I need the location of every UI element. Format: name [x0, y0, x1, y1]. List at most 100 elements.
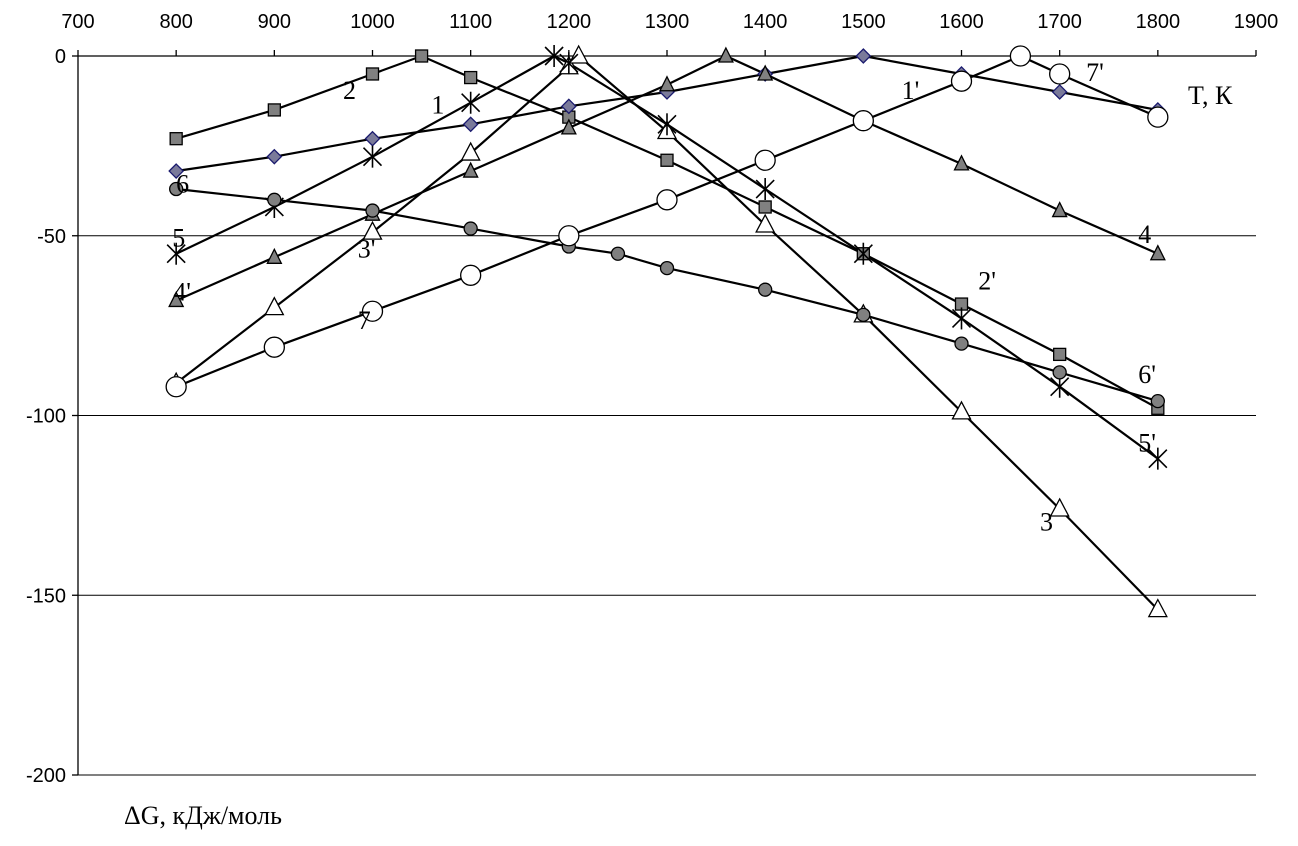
data-point	[951, 400, 972, 420]
data-point	[168, 291, 185, 308]
data-point	[1150, 393, 1165, 409]
data-point	[1148, 447, 1168, 470]
data-point	[657, 113, 677, 136]
series-line-3	[175, 54, 1159, 611]
data-point	[660, 153, 674, 167]
series-line-7	[175, 54, 1159, 388]
grid-lines	[78, 235, 1256, 776]
data-point	[856, 307, 871, 322]
data-point	[656, 189, 678, 211]
data-point	[558, 225, 580, 247]
series-line-1	[175, 54, 1159, 410]
data-point	[169, 132, 183, 146]
y-axis-label: ΔG, кДж/моль	[124, 801, 282, 830]
data-point	[464, 70, 478, 85]
data-point	[659, 260, 675, 276]
data-point	[954, 336, 969, 351]
data-point	[1051, 84, 1068, 100]
data-point	[560, 98, 577, 115]
data-point	[757, 64, 774, 81]
data-point	[362, 220, 383, 240]
curve-labels: 1 2 3 4 5 6 7 1' 2' 3' 4' 5' 6' 7'	[172, 58, 1156, 536]
axes	[72, 50, 1257, 776]
curve-label: 4	[1138, 220, 1151, 249]
data-point	[462, 116, 479, 133]
curve-label: 4'	[173, 277, 191, 306]
data-point	[365, 67, 380, 81]
curve-label: 1	[431, 91, 444, 120]
data-point	[267, 192, 282, 207]
data-point	[461, 91, 481, 114]
x-axis-label: T, К	[1188, 81, 1233, 110]
data-point	[1049, 63, 1071, 85]
data-point	[951, 307, 972, 330]
data-point	[544, 45, 564, 67]
data-point	[1147, 598, 1168, 618]
x-tick-label: 1300	[645, 11, 690, 33]
data-point	[462, 161, 479, 178]
curve-label: 5'	[1138, 428, 1156, 457]
data-point	[1147, 106, 1169, 128]
data-point	[658, 75, 676, 92]
curve-label: 7	[358, 306, 371, 335]
curve-label: 6	[176, 170, 189, 199]
x-tick-label: 1100	[449, 11, 492, 33]
series-line-6	[176, 187, 1159, 403]
x-tick-label: 700	[61, 11, 94, 33]
data-point	[362, 145, 383, 168]
x-tick-label: 1500	[841, 11, 886, 33]
x-tick-label: 1800	[1136, 11, 1181, 33]
x-tick-label: 1200	[547, 11, 592, 33]
x-tick-label: 1700	[1037, 11, 1082, 33]
x-tick-label: 1900	[1234, 11, 1279, 33]
y-tick-label: -50	[37, 226, 66, 248]
curve-label: 1'	[902, 76, 920, 105]
x-tick-label: 1600	[939, 11, 984, 33]
data-point	[755, 178, 775, 201]
data-point	[361, 300, 384, 322]
data-point	[1049, 497, 1070, 517]
series-lines	[175, 54, 1159, 611]
y-tick-label: -100	[26, 406, 66, 428]
data-point	[610, 246, 626, 261]
y-tick-label: -200	[26, 765, 66, 787]
data-point	[758, 200, 772, 214]
y-tick-label: -150	[26, 585, 66, 607]
data-point	[165, 376, 187, 398]
data-point	[950, 70, 973, 92]
data-point	[754, 149, 776, 171]
x-tick-labels: 700 800 900 1000 1100 1200 1300 1400 1500 1600 170…	[61, 11, 1278, 33]
data-point	[168, 163, 185, 179]
data-point	[365, 203, 380, 218]
y-tick-label: 0	[55, 46, 66, 68]
x-tick-label: 1000	[350, 11, 395, 33]
curve-label: 3	[1040, 508, 1053, 537]
data-point	[855, 48, 872, 64]
x-tick-label: 900	[258, 11, 291, 33]
data-point	[267, 103, 281, 117]
data-point	[755, 213, 776, 233]
data-point	[263, 336, 285, 358]
data-point	[266, 148, 283, 165]
curve-label: 6'	[1138, 360, 1156, 389]
data-point	[463, 221, 478, 236]
series-line-5	[175, 54, 1159, 460]
data-point	[264, 296, 285, 316]
data-point	[364, 130, 381, 147]
data-point	[1009, 45, 1032, 67]
data-point	[1051, 201, 1068, 218]
data-point	[266, 247, 283, 264]
x-tick-label: 800	[159, 11, 192, 33]
data-point	[1053, 347, 1067, 362]
data-point	[953, 154, 970, 171]
data-point	[460, 264, 482, 286]
data-point	[560, 118, 577, 135]
x-tick-label: 1400	[743, 11, 788, 33]
curve-label: 5	[172, 224, 185, 253]
y-tick-labels: 0 -50 -100 -150 -200	[26, 46, 66, 787]
data-point	[414, 49, 429, 63]
data-point	[852, 110, 874, 132]
curve-label: 3'	[358, 234, 376, 263]
data-point	[758, 282, 773, 297]
